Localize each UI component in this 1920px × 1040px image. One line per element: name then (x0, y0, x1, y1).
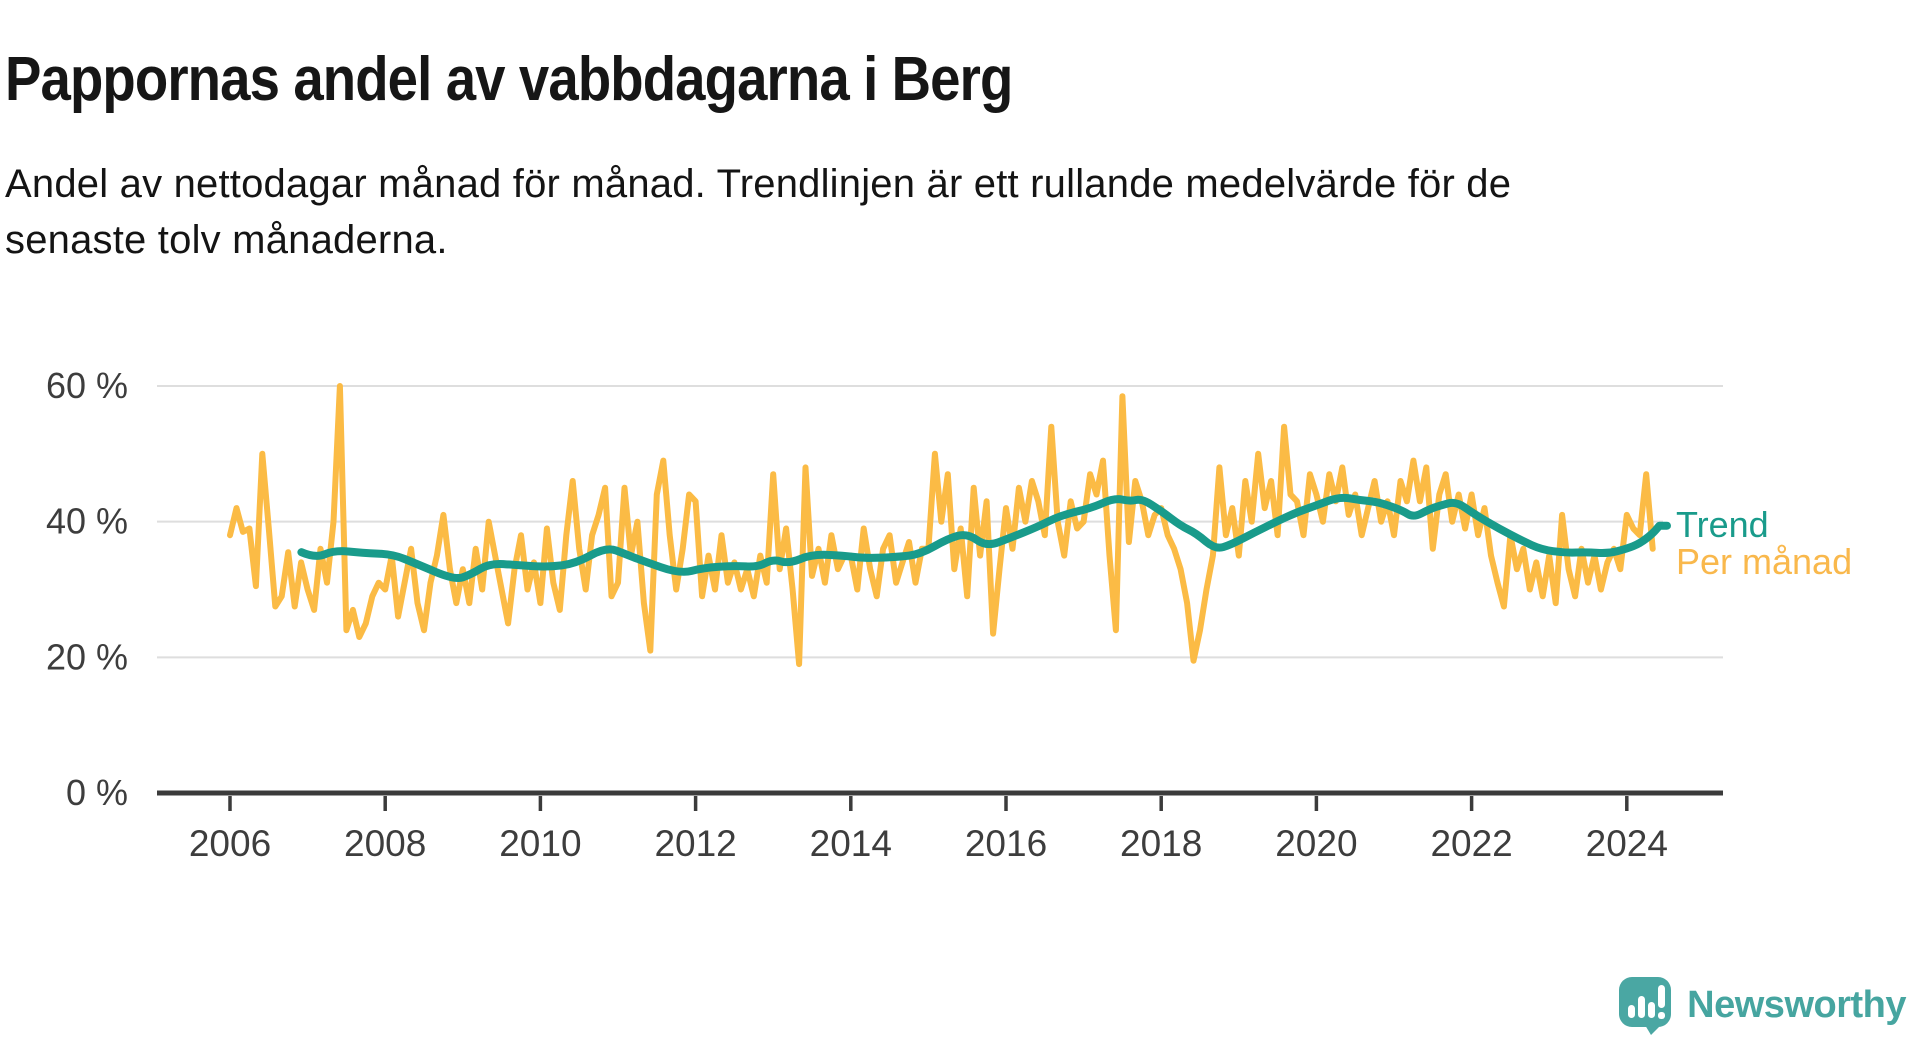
newsworthy-logo-icon (1619, 977, 1672, 1035)
x-tick-label: 2008 (344, 823, 426, 864)
x-tick-label: 2014 (810, 823, 892, 864)
x-tick-label: 2020 (1275, 823, 1357, 864)
newsworthy-logo-text: Newsworthy (1687, 983, 1906, 1026)
x-tick-label: 2024 (1586, 823, 1668, 864)
newsworthy-logo: Newsworthy (1617, 975, 1906, 1035)
legend-label-per-manad: Per månad (1676, 541, 1853, 582)
page-title: Pappornas andel av vabbdagarna i Berg (5, 44, 1013, 114)
x-tick-label: 2006 (189, 823, 271, 864)
subtitle-line-2: senaste tolv månaderna. (5, 218, 448, 262)
legend-label-trend: Trend (1676, 504, 1769, 545)
x-tick-label: 2018 (1120, 823, 1202, 864)
y-tick-label: 20 % (46, 636, 128, 677)
subtitle-line-1: Andel av nettodagar månad för månad. Tre… (5, 162, 1512, 206)
y-tick-label: 60 % (46, 365, 128, 406)
x-tick-label: 2010 (499, 823, 581, 864)
trend-line (297, 493, 1671, 582)
x-tick-label: 2016 (965, 823, 1047, 864)
chart-subtitle: Andel av nettodagar månad för månad. Tre… (5, 156, 1511, 268)
y-tick-label: 40 % (46, 501, 128, 542)
x-tick-label: 2012 (654, 823, 736, 864)
y-tick-label: 0 % (66, 772, 128, 813)
per-manad-line (227, 383, 1656, 668)
x-tick-label: 2022 (1430, 823, 1512, 864)
